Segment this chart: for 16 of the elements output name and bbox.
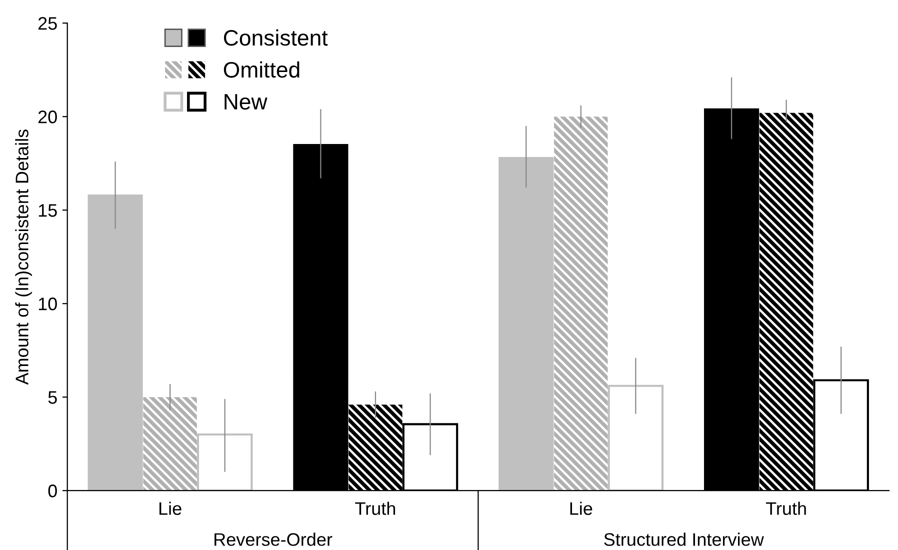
x-tick-label: Lie <box>570 502 592 515</box>
x-tick-label: Truth <box>766 502 806 515</box>
x-tick-label: Lie <box>159 502 182 515</box>
y-tick-label: 25 <box>38 17 57 30</box>
legend-label: New <box>224 94 268 110</box>
y-tick-label: 20 <box>38 110 57 124</box>
text: Reverse-Order <box>214 532 332 546</box>
legend-label: Omitted <box>224 61 300 78</box>
y-tick-label: 15 <box>38 204 57 217</box>
x-tick-label: Truth <box>355 502 396 515</box>
y-axis-title: Amount of (In)consistent Details <box>15 130 32 385</box>
y-tick-label: 0 <box>48 484 57 498</box>
y-tick-label: 10 <box>38 298 57 310</box>
legend-label: Consistent <box>224 29 328 46</box>
y-tick-label: 5 <box>48 391 57 404</box>
text: Structured Interview <box>604 532 764 546</box>
